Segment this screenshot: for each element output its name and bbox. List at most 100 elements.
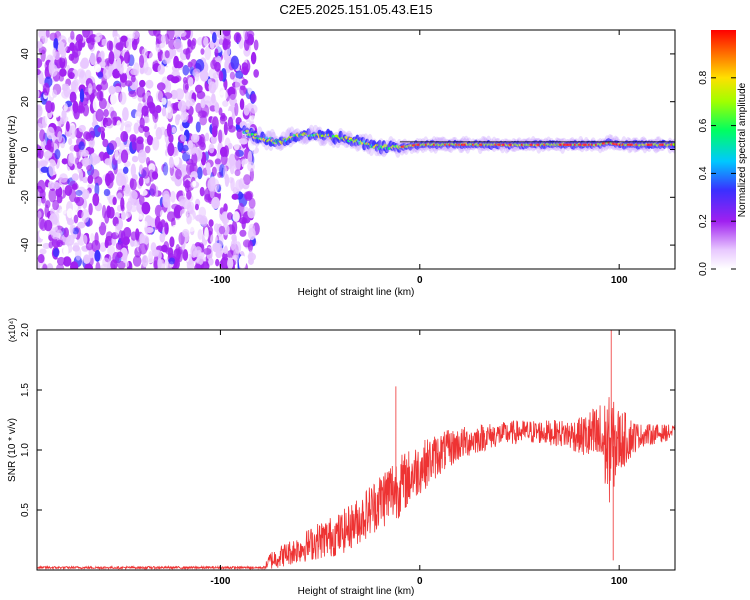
- noise-speckle: [72, 100, 79, 114]
- noise-speckle: [156, 82, 166, 91]
- noise-speckle: [95, 84, 103, 92]
- colorbar-tick-label: 0.8: [698, 70, 709, 84]
- noise-speckle: [228, 86, 237, 101]
- noise-speckle: [89, 52, 96, 66]
- noise-speckle: [153, 255, 159, 269]
- noise-speckle: [104, 173, 112, 187]
- noise-speckle: [112, 196, 117, 206]
- snr-y-label: SNR (10 * v/v): [7, 418, 18, 482]
- colorbar-axis: 0.0 0.2 0.4 0.6 0.8: [698, 70, 736, 276]
- noise-speckle: [168, 257, 176, 265]
- snr-y-axis: 0.5 1.0 1.5 2.0: [20, 323, 675, 517]
- noise-speckle: [96, 90, 103, 101]
- noise-speckle: [53, 51, 61, 61]
- noise-speckle: [145, 156, 151, 166]
- noise-speckle: [130, 163, 137, 178]
- noise-speckle: [120, 130, 129, 143]
- noise-speckle: [122, 252, 128, 264]
- noise-speckle: [82, 234, 88, 245]
- noise-speckle: [37, 122, 43, 132]
- y-tick-label: 1.5: [20, 383, 31, 397]
- noise-speckle: [223, 184, 228, 197]
- noise-speckle: [247, 227, 256, 241]
- noise-speckle: [84, 69, 92, 80]
- noise-speckle: [45, 100, 53, 113]
- noise-speckle: [96, 213, 102, 227]
- noise-speckle: [199, 141, 206, 151]
- noise-speckle: [61, 109, 67, 120]
- noise-speckle: [241, 66, 249, 75]
- noise-speckle: [211, 31, 217, 44]
- noise-speckle: [67, 218, 75, 226]
- noise-speckle: [161, 106, 167, 117]
- snr-x-axis: -100 0 100: [210, 330, 628, 587]
- noise-speckle: [98, 97, 107, 110]
- noise-speckle: [133, 122, 140, 135]
- noise-speckle: [135, 109, 142, 117]
- colorbar-gradient: [711, 30, 736, 269]
- noise-speckle: [211, 166, 217, 177]
- noise-speckle: [155, 43, 161, 53]
- noise-speckle: [130, 68, 139, 76]
- noise-speckle: [191, 152, 198, 167]
- noise-speckle: [59, 173, 68, 183]
- noise-speckle: [65, 121, 70, 132]
- noise-speckle: [161, 244, 168, 253]
- noise-speckle: [180, 134, 187, 142]
- noise-speckle: [69, 224, 74, 234]
- noise-speckle: [71, 173, 79, 181]
- noise-speckle: [131, 155, 139, 163]
- noise-speckle: [170, 89, 178, 100]
- noise-speckle: [142, 220, 148, 228]
- noise-speckle: [63, 244, 69, 257]
- noise-speckle: [88, 228, 96, 242]
- snr-scale-label: (x10⁴): [7, 318, 17, 342]
- noise-speckle: [179, 208, 189, 219]
- noise-speckle: [103, 109, 109, 118]
- noise-speckle: [218, 129, 223, 144]
- noise-speckle: [247, 150, 253, 165]
- noise-speckle: [219, 90, 228, 101]
- noise-speckle: [37, 41, 43, 49]
- noise-speckle: [234, 150, 240, 161]
- noise-speckle: [115, 241, 123, 250]
- noise-speckle: [44, 112, 50, 125]
- noise-speckle: [63, 227, 69, 238]
- noise-speckle: [138, 176, 144, 187]
- noise-speckle: [222, 40, 231, 50]
- colorbar-tick-label: 0.4: [698, 166, 709, 180]
- noise-speckle: [139, 54, 145, 69]
- noise-speckle: [233, 32, 242, 43]
- noise-speckle: [204, 227, 209, 241]
- noise-speckle: [144, 130, 151, 138]
- noise-speckle: [44, 204, 50, 218]
- noise-speckle: [141, 201, 151, 215]
- noise-speckle: [88, 127, 96, 141]
- noise-speckle: [247, 207, 256, 219]
- noise-speckle: [103, 188, 111, 197]
- noise-speckle: [144, 145, 151, 154]
- noise-speckle: [175, 168, 182, 180]
- noise-speckle: [104, 239, 109, 249]
- noise-speckle: [192, 250, 200, 258]
- noise-speckle: [214, 158, 222, 165]
- noise-speckle: [113, 47, 121, 60]
- x-tick-label: 100: [611, 275, 628, 286]
- noise-speckle: [239, 229, 247, 237]
- noise-speckle: [78, 99, 84, 113]
- noise-speckle: [88, 203, 93, 216]
- noise-speckle: [181, 228, 190, 238]
- noise-speckle: [131, 38, 138, 51]
- noise-speckle: [125, 209, 132, 218]
- noise-speckle: [253, 39, 259, 51]
- noise-speckle: [236, 129, 243, 140]
- noise-speckle: [229, 161, 235, 175]
- noise-speckle: [246, 30, 255, 39]
- noise-speckle: [70, 261, 79, 269]
- noise-speckle: [226, 212, 233, 221]
- noise-speckle: [226, 110, 233, 118]
- noise-speckle: [247, 161, 255, 172]
- spectrogram-panel: -100 0 100 -40 -20 0 20 40 Height of straight …: [7, 29, 676, 298]
- noise-speckle: [222, 30, 231, 37]
- noise-speckle: [37, 210, 42, 219]
